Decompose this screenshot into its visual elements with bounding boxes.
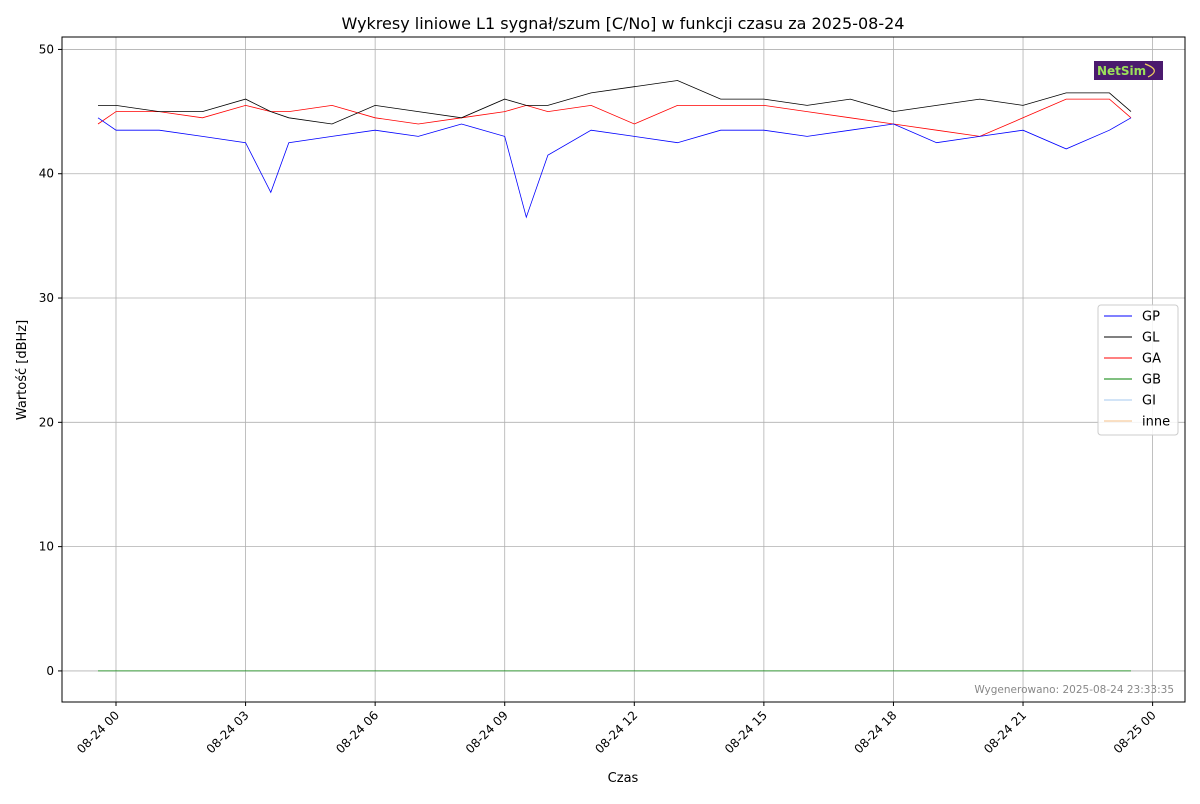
y-tick-label: 10 — [39, 540, 54, 554]
legend: GP GL GA GB GI inne — [1097, 304, 1179, 436]
y-axis-label: Wartość [dBHz] — [15, 320, 30, 420]
x-tick-label: 08-24 21 — [981, 708, 1029, 756]
x-axis-label: Czas — [608, 771, 639, 786]
series-line-ga — [97, 98, 1132, 137]
series-line-gl — [98, 80, 1132, 125]
legend-label-ga: GA — [1142, 352, 1161, 367]
x-tick-label: 08-25 00 — [1111, 708, 1159, 756]
x-tick-label: 08-24 12 — [592, 708, 640, 756]
y-tick-label: 20 — [39, 415, 54, 429]
generated-timestamp: Wygenerowano: 2025-08-24 23:33:35 — [974, 684, 1174, 696]
x-tick-label: 08-24 06 — [333, 708, 381, 756]
plot-frame — [61, 36, 1186, 703]
netsim-logo: NetSim — [1094, 61, 1163, 80]
x-tick-label: 08-24 18 — [852, 708, 900, 756]
series-line-gp — [97, 117, 1132, 219]
y-tick-label: 40 — [39, 167, 54, 181]
x-tick-label: 08-24 09 — [463, 708, 511, 756]
legend-label-inne: inne — [1142, 415, 1170, 430]
chart-title: Wykresy liniowe L1 sygnał/szum [C/No] w … — [342, 14, 905, 33]
y-tick-label: 50 — [39, 42, 54, 56]
x-tick-label: 08-24 15 — [722, 708, 770, 756]
legend-label-gp: GP — [1142, 310, 1160, 325]
legend-label-gb: GB — [1142, 373, 1161, 388]
y-tick-label: 0 — [46, 664, 54, 678]
svg-text:NetSim: NetSim — [1097, 64, 1146, 78]
legend-label-gl: GL — [1142, 331, 1160, 346]
legend-label-gi: GI — [1142, 394, 1156, 409]
x-tick-label: 08-24 00 — [74, 708, 122, 756]
x-tick-label: 08-24 03 — [204, 708, 252, 756]
y-tick-label: 30 — [39, 291, 54, 305]
